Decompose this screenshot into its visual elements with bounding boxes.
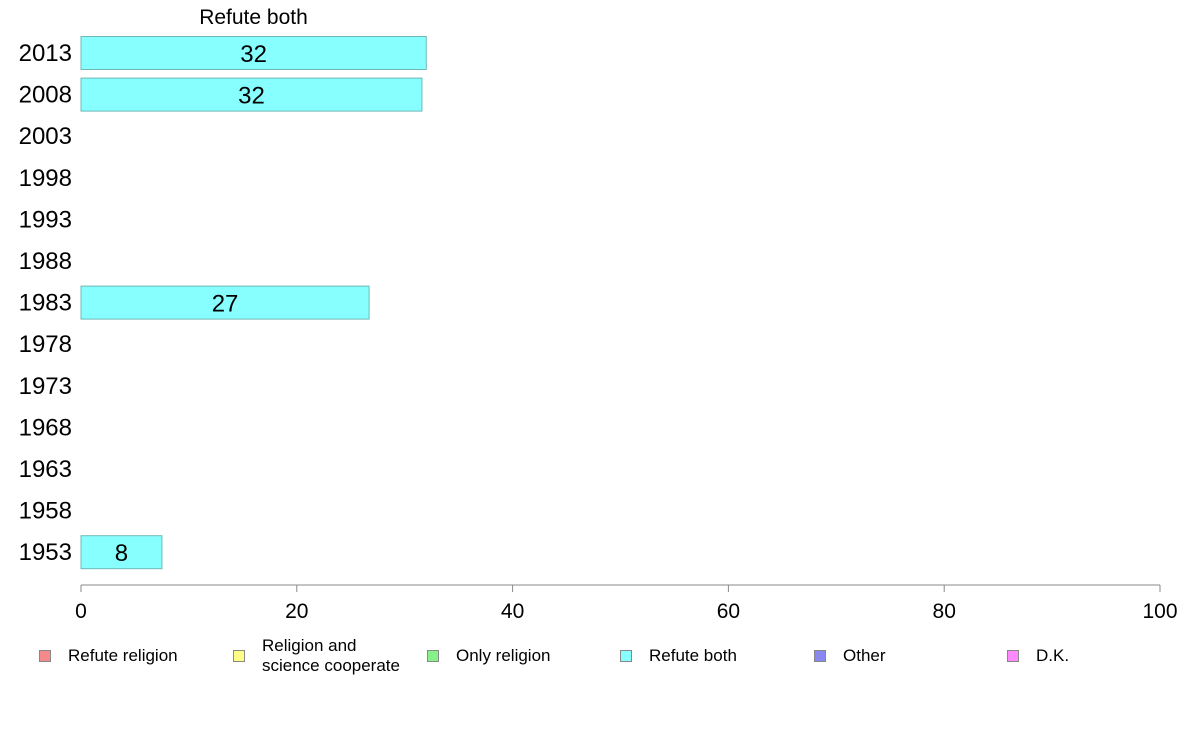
- legend-swatch-refute-religion: [39, 650, 51, 662]
- y-tick-label-1988: 1988: [19, 248, 72, 275]
- legend-swatch-religion-and-science: [233, 650, 245, 662]
- y-tick-label-1968: 1968: [19, 414, 72, 441]
- bars-layer: 32 32 27 8: [80, 36, 427, 570]
- legend-item-other: Other: [814, 646, 886, 666]
- legend-item-religion-and-science: Religion and science cooperate: [233, 636, 400, 676]
- y-tick-label-2003: 2003: [19, 123, 72, 150]
- legend-label-dk: D.K.: [1036, 646, 1070, 665]
- data-label-1953: 8: [115, 540, 128, 567]
- legend-label-other: Other: [843, 646, 886, 665]
- y-tick-label-2013: 2013: [19, 40, 72, 67]
- legend-label-line-1: Religion and: [262, 636, 357, 655]
- bar-1953: [80, 535, 163, 570]
- bar-2008: [80, 77, 423, 112]
- y-tick-label-1973: 1973: [19, 373, 72, 400]
- legend-swatch-only-religion: [427, 650, 439, 662]
- x-tick-label-100: 100: [1142, 600, 1177, 623]
- bar-1983: [80, 285, 370, 320]
- legend-swatch-refute-both: [620, 650, 632, 662]
- legend-item-dk: D.K.: [1007, 646, 1069, 666]
- legend-swatch-other: [814, 650, 826, 662]
- bar-2013: [80, 36, 427, 70]
- legend-label-refute-both: Refute both: [649, 646, 737, 665]
- x-tick-label-0: 0: [75, 600, 87, 623]
- y-tick-label-1963: 1963: [19, 456, 72, 483]
- legend: Refute religion Religion and science coo…: [0, 636, 1188, 686]
- legend-item-only-religion: Only religion: [427, 646, 551, 666]
- x-axis: 0 20 40 60 80 100: [75, 584, 1178, 623]
- legend-label-religion-and-science: Religion and science cooperate: [262, 636, 400, 676]
- panel-title: Refute both: [199, 6, 308, 29]
- x-tick-label-60: 60: [717, 600, 740, 623]
- y-tick-label-2008: 2008: [19, 82, 72, 109]
- legend-label-only-religion: Only religion: [456, 646, 551, 665]
- legend-item-refute-religion: Refute religion: [39, 646, 178, 666]
- data-label-2008: 32: [238, 83, 265, 110]
- y-axis-labels: 2013 2008 2003 1998 1993 1988 1983 1978 1973 1968…: [19, 40, 72, 566]
- y-tick-label-1953: 1953: [19, 539, 72, 566]
- y-tick-label-1998: 1998: [19, 165, 72, 192]
- x-tick-label-80: 80: [933, 600, 956, 623]
- legend-label-refute-religion: Refute religion: [68, 646, 178, 665]
- bar-chart: 32 32 27 8 2013 2008 2003 1998 1993 1988 1983 1978…: [19, 36, 1178, 623]
- y-tick-label-1993: 1993: [19, 206, 72, 233]
- y-tick-label-1978: 1978: [19, 331, 72, 358]
- legend-swatch-dk: [1007, 650, 1019, 662]
- data-label-2013: 32: [240, 41, 267, 68]
- y-tick-label-1983: 1983: [19, 290, 72, 317]
- x-tick-label-20: 20: [285, 600, 308, 623]
- legend-item-refute-both: Refute both: [620, 646, 737, 666]
- legend-label-line-2: science cooperate: [262, 656, 400, 675]
- y-tick-label-1958: 1958: [19, 498, 72, 525]
- x-tick-label-40: 40: [501, 600, 524, 623]
- data-label-1983: 27: [212, 291, 239, 318]
